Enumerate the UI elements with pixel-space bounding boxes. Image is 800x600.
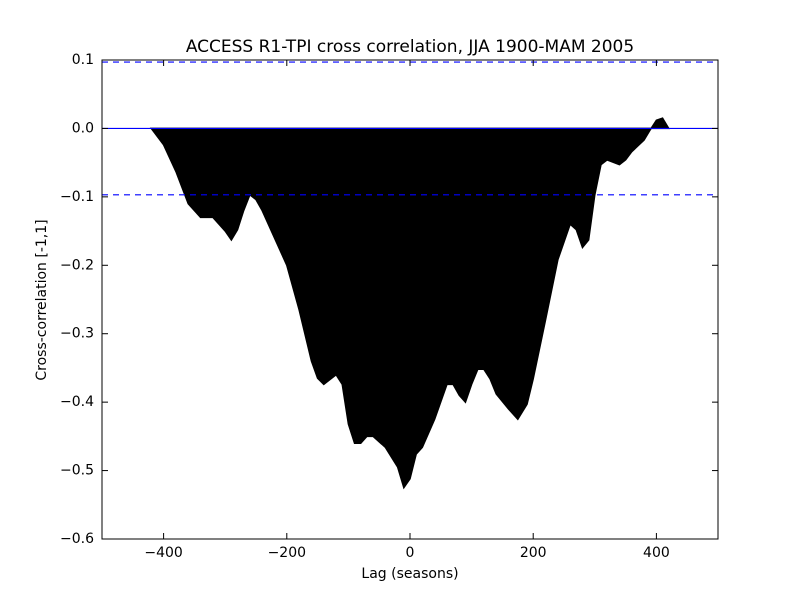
- x-tick-label: −200: [268, 545, 306, 561]
- y-tick-label: −0.1: [60, 189, 94, 205]
- x-tick-label: −400: [144, 545, 182, 561]
- chart-title: ACCESS R1-TPI cross correlation, JJA 190…: [186, 37, 634, 57]
- y-tick-label: 0.0: [72, 120, 94, 136]
- x-axis-label: Lag (seasons): [361, 566, 458, 582]
- y-tick-label: −0.4: [60, 394, 94, 410]
- x-tick-label: 0: [406, 545, 415, 561]
- y-tick-label: −0.2: [60, 257, 94, 273]
- y-axis-label: Cross-correlation [-1,1]: [34, 219, 50, 380]
- xcorr-area: [149, 117, 671, 490]
- y-tick-label: −0.6: [60, 531, 94, 547]
- x-tick-label: 400: [643, 545, 670, 561]
- y-tick-label: 0.1: [72, 52, 94, 68]
- x-tick-label: 200: [520, 545, 547, 561]
- y-tick-label: −0.3: [60, 326, 94, 342]
- y-tick-label: −0.5: [60, 463, 94, 479]
